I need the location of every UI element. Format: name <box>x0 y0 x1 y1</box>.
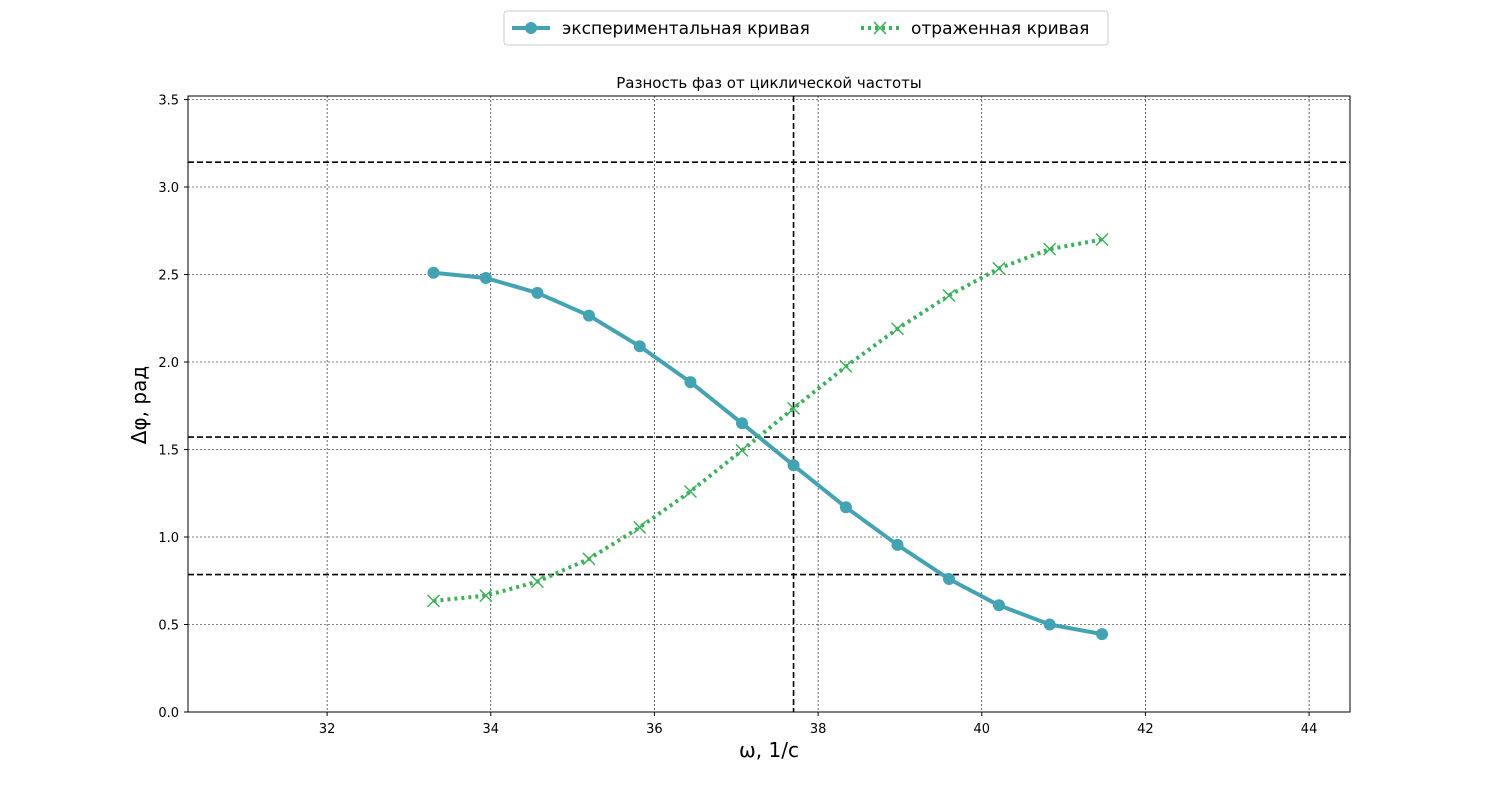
reflected-data-point <box>735 443 749 457</box>
y-tick-label: 0.5 <box>158 619 179 634</box>
reflected-data-point <box>633 520 647 534</box>
legend-label-reflected: отраженная кривая <box>911 19 1089 39</box>
x-axis-label: ω, 1/с <box>739 738 799 762</box>
experimental-data-point <box>891 538 904 551</box>
plot-area-frame <box>187 95 1351 713</box>
experimental-data-point <box>943 573 956 585</box>
legend-marker-reflected <box>873 21 887 35</box>
grid <box>188 96 1350 713</box>
reflected-data-point <box>1095 232 1109 247</box>
reflected-data-point <box>787 401 801 415</box>
experimental-data-point <box>1096 628 1109 641</box>
y-axis-label: Δφ, рад <box>127 366 151 444</box>
y-tick-label: 1.5 <box>158 444 179 459</box>
experimental-data-point <box>735 417 748 430</box>
y-tick-label: 2.0 <box>158 356 179 371</box>
x-tick-label: 32 <box>319 722 336 737</box>
x-tick-label: 38 <box>810 722 827 737</box>
experimental-data-point <box>1043 618 1056 631</box>
y-tick-label: 2.5 <box>158 269 179 284</box>
experimental-data-point <box>633 340 646 353</box>
x-tick-label: 34 <box>483 722 500 737</box>
x-tick-label: 44 <box>1301 722 1318 737</box>
reflected-data-point <box>890 322 905 336</box>
x-tick-label: 36 <box>646 722 663 737</box>
experimental-data-point <box>531 286 544 299</box>
reflected-data-point <box>992 261 1006 275</box>
chart-title: Разность фаз от циклической частоты <box>616 74 921 92</box>
y-tick-label: 3.5 <box>158 94 179 109</box>
experimental-data-point <box>787 459 800 472</box>
experimental-data-point <box>479 272 492 284</box>
y-tick-label: 0.0 <box>158 706 179 721</box>
reflected-data-point <box>1043 242 1057 256</box>
axis-ticks: 32 34 36 38 40 42 44 0.0 0.5 1.0 1.5 2.0 2.5 3.0 3.5 <box>158 94 1317 738</box>
experimental-data-point <box>839 501 852 514</box>
reflected-data-point <box>839 359 853 373</box>
legend-marker-experimental <box>525 22 537 34</box>
y-tick-label: 1.0 <box>158 531 179 546</box>
legend-box <box>503 10 1109 46</box>
x-tick-label: 40 <box>973 722 990 737</box>
reflected-data-point <box>479 589 493 603</box>
experimental-data-point <box>684 376 697 389</box>
experimental-data-point <box>992 599 1005 612</box>
experimental-data-point <box>427 266 440 279</box>
experimental-curve-line <box>431 270 1105 637</box>
reflected-data-point <box>683 484 697 499</box>
x-tick-label: 42 <box>1137 722 1154 737</box>
reference-lines <box>188 96 1350 712</box>
legend-label-experimental: экспериментальная кривая <box>562 19 810 39</box>
series <box>426 232 1109 641</box>
reflected-data-point <box>942 288 956 303</box>
reflected-data-point <box>582 552 596 566</box>
y-tick-label: 3.0 <box>158 181 179 196</box>
reflected-data-point <box>426 594 441 608</box>
experimental-data-point <box>582 309 595 322</box>
reflected-data-point <box>530 575 544 589</box>
legend: экспериментальная кривая отраженная крив… <box>503 10 1109 46</box>
